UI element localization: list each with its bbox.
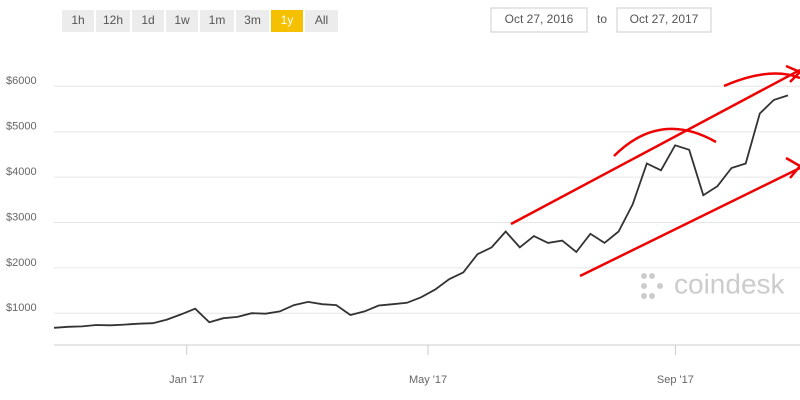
y-tick-label: $5000 [6, 121, 37, 133]
range-label: 1w [174, 13, 190, 27]
range-button[interactable] [62, 10, 94, 32]
y-tick-label: $4000 [6, 166, 37, 178]
x-tick-label: May '17 [409, 374, 447, 386]
logo-dot [641, 293, 647, 299]
toolbar: 1h 12h 1d 1w 1m 3m 1y All [62, 10, 338, 32]
range-label: 12h [103, 13, 123, 27]
date-input[interactable] [490, 7, 588, 33]
curve-mark [723, 72, 800, 88]
logo-dot [641, 283, 647, 289]
range-button[interactable] [96, 10, 130, 32]
x-tick-label: Jan '17 [169, 374, 204, 386]
x-tick-label: Sep '17 [657, 374, 694, 386]
curve-mark [613, 127, 717, 157]
range-label: All [315, 13, 328, 27]
plot: $1000 $2000 $3000 $4000 $5000 $6000 Jan '17 May… [6, 75, 800, 386]
range-label: 1y [281, 13, 294, 27]
arrow-head [785, 64, 800, 83]
date-input[interactable] [616, 7, 712, 33]
watermark: coindesk [641, 268, 786, 299]
range-button[interactable] [305, 10, 338, 32]
range-label: 3m [244, 13, 261, 27]
y-tick-label: $2000 [6, 257, 37, 269]
logo-dot [649, 293, 655, 299]
logo-dot [649, 273, 655, 279]
watermark-text: coindesk [674, 268, 786, 299]
range-button[interactable] [166, 10, 198, 32]
arrow-head [785, 156, 800, 179]
logo-dot [641, 273, 647, 279]
channel-line [510, 68, 800, 226]
range-button[interactable] [236, 10, 269, 32]
y-tick-label: $6000 [6, 75, 37, 87]
date-from: Oct 27, 2016 [505, 12, 574, 26]
channel-line [579, 166, 800, 278]
range-label: 1d [141, 13, 154, 27]
date-to: Oct 27, 2017 [630, 12, 699, 26]
range-label: 1h [71, 13, 84, 27]
y-tick-label: $3000 [6, 211, 37, 223]
logo-dot [657, 283, 663, 289]
range-label: 1m [209, 13, 226, 27]
y-tick-label: $1000 [6, 302, 37, 314]
range-button[interactable] [132, 10, 164, 32]
date-separator: to [597, 12, 607, 26]
annotations [510, 64, 800, 278]
range-button[interactable] [200, 10, 234, 32]
price-line [53, 94, 789, 329]
range-button[interactable] [271, 10, 303, 32]
